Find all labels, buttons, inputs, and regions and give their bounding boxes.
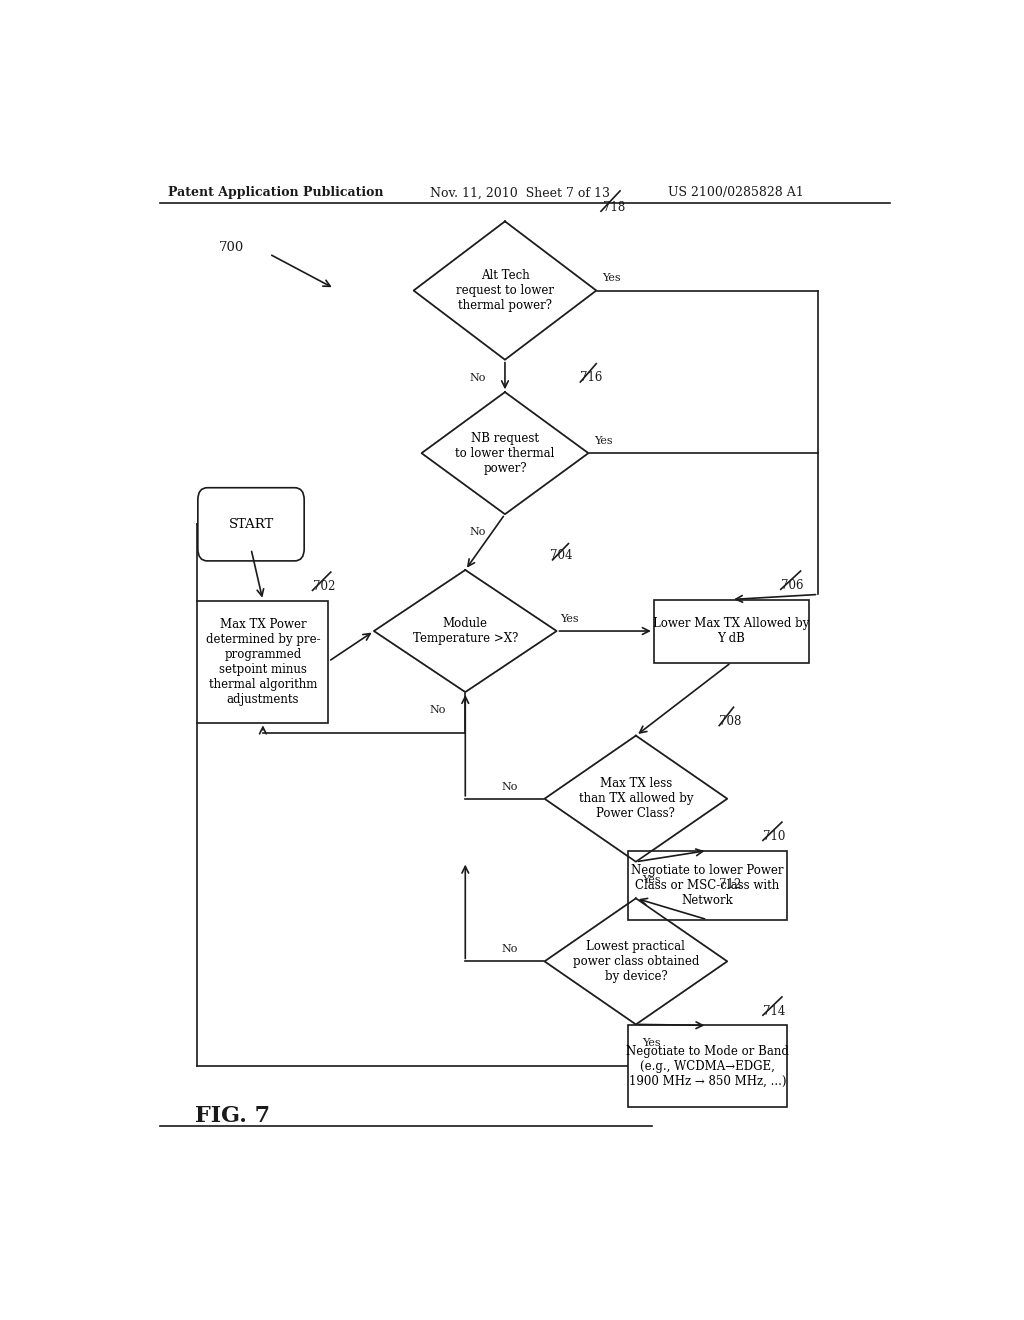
Text: Negotiate to Mode or Band
(e.g., WCDMA→EDGE,
1900 MHz → 850 MHz, ...): Negotiate to Mode or Band (e.g., WCDMA→E… <box>626 1044 788 1088</box>
Polygon shape <box>422 392 588 515</box>
Text: 700: 700 <box>219 242 245 255</box>
Text: Yes: Yes <box>642 1038 660 1048</box>
Text: Max TX less
than TX allowed by
Power Class?: Max TX less than TX allowed by Power Cla… <box>579 777 693 820</box>
Text: Yes: Yes <box>560 614 580 624</box>
Polygon shape <box>414 222 596 359</box>
Text: 716: 716 <box>581 371 603 384</box>
Text: No: No <box>501 944 517 954</box>
Text: No: No <box>469 528 485 537</box>
FancyBboxPatch shape <box>198 487 304 561</box>
Text: Nov. 11, 2010  Sheet 7 of 13: Nov. 11, 2010 Sheet 7 of 13 <box>430 186 609 199</box>
Text: No: No <box>430 705 445 715</box>
Text: Patent Application Publication: Patent Application Publication <box>168 186 383 199</box>
FancyBboxPatch shape <box>198 601 329 722</box>
Text: Module
Temperature >X?: Module Temperature >X? <box>413 616 518 645</box>
Text: 712: 712 <box>719 878 741 891</box>
FancyBboxPatch shape <box>628 1026 786 1106</box>
FancyBboxPatch shape <box>628 850 786 920</box>
Text: Yes: Yes <box>595 436 613 446</box>
Text: Lower Max TX Allowed by
Y dB: Lower Max TX Allowed by Y dB <box>653 616 809 645</box>
Text: 710: 710 <box>763 830 785 843</box>
Text: No: No <box>501 781 517 792</box>
Text: US 2100/0285828 A1: US 2100/0285828 A1 <box>668 186 804 199</box>
Polygon shape <box>545 899 727 1024</box>
Text: 702: 702 <box>312 579 335 593</box>
Text: NB request
to lower thermal
power?: NB request to lower thermal power? <box>456 432 555 475</box>
Text: Yes: Yes <box>602 273 622 284</box>
Text: Yes: Yes <box>642 875 660 884</box>
Polygon shape <box>545 735 727 862</box>
Text: 706: 706 <box>780 578 803 591</box>
Text: 708: 708 <box>719 715 741 729</box>
Text: 718: 718 <box>602 201 625 214</box>
Polygon shape <box>374 570 557 692</box>
Text: Alt Tech
request to lower
thermal power?: Alt Tech request to lower thermal power? <box>456 269 554 312</box>
Text: START: START <box>228 517 273 531</box>
Text: Lowest practical
power class obtained
by device?: Lowest practical power class obtained by… <box>572 940 699 983</box>
FancyBboxPatch shape <box>653 599 809 663</box>
Text: Max TX Power
determined by pre-
programmed
setpoint minus
thermal algorithm
adju: Max TX Power determined by pre- programm… <box>206 618 321 705</box>
Text: FIG. 7: FIG. 7 <box>196 1105 270 1127</box>
Text: No: No <box>469 374 485 383</box>
Text: 704: 704 <box>550 549 572 562</box>
Text: Negotiate to lower Power
Class or MSC-class with
Network: Negotiate to lower Power Class or MSC-cl… <box>631 863 783 907</box>
Text: 714: 714 <box>763 1005 785 1018</box>
